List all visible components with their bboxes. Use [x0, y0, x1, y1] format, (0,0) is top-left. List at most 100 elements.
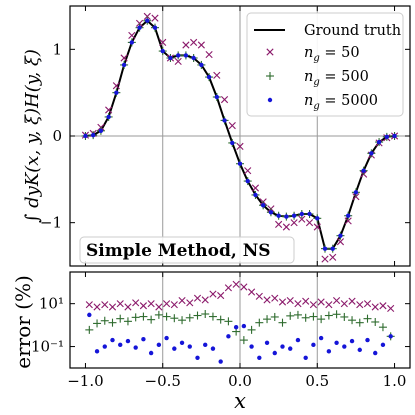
- error-point: [100, 316, 109, 325]
- error-point: [187, 344, 192, 349]
- error-point: [294, 300, 302, 308]
- error-point: [172, 346, 177, 351]
- error-point: [163, 300, 171, 308]
- data-point: [228, 122, 236, 130]
- data-point: [83, 133, 88, 139]
- error-point: [141, 337, 146, 342]
- data-point: [199, 62, 204, 68]
- bottom-ylabel: error (%): [11, 275, 35, 369]
- data-point: [183, 53, 189, 58]
- bottom-xtick-label: −1.0: [67, 372, 103, 390]
- error-point: [309, 301, 317, 309]
- error-point: [363, 314, 372, 323]
- error-point: [317, 298, 325, 306]
- annotation-text: Simple Method, NS: [86, 241, 271, 261]
- bottom-xtick-label: −0.5: [145, 372, 181, 390]
- data-point: [214, 94, 220, 100]
- error-point: [139, 312, 148, 321]
- top-series: [81, 12, 399, 263]
- legend-label-ng50: ng = 50: [304, 45, 360, 64]
- error-point: [133, 345, 138, 350]
- data-point: [384, 134, 390, 140]
- error-point: [118, 342, 123, 348]
- error-point: [156, 342, 162, 348]
- top-grid: [70, 6, 410, 266]
- error-point: [333, 296, 341, 305]
- data-point: [345, 213, 351, 218]
- data-point: [361, 168, 366, 173]
- data-point: [137, 25, 142, 30]
- error-point: [286, 311, 295, 320]
- legend-label-ng5000: ng = 5000: [304, 93, 378, 112]
- data-point: [143, 12, 151, 20]
- error-point: [93, 319, 102, 328]
- error-point: [309, 312, 318, 321]
- error-point: [210, 346, 216, 351]
- data-point: [159, 38, 167, 46]
- data-point: [121, 62, 127, 68]
- top-panel: 1 0 −1 ∫ dyK(x, y, ξ)H(y, ξ) Simple Method…: [22, 5, 411, 267]
- data-point: [230, 140, 235, 146]
- data-point: [299, 211, 305, 217]
- error-point: [87, 312, 92, 318]
- data-point: [290, 219, 298, 227]
- error-point: [263, 296, 271, 304]
- error-point: [387, 304, 395, 313]
- legend-markers: [266, 48, 274, 103]
- data-point: [291, 213, 297, 218]
- error-point: [317, 315, 326, 324]
- error-point: [94, 349, 100, 354]
- top-ytick-label: −1: [40, 214, 62, 232]
- bottom-xtick-label: 0.5: [305, 372, 329, 390]
- error-point: [139, 302, 147, 310]
- error-point: [248, 288, 256, 296]
- error-point: [270, 312, 279, 321]
- data-point: [260, 203, 266, 208]
- error-point: [154, 310, 163, 319]
- annotation-box: Simple Method, NS: [79, 236, 295, 264]
- error-series-1: [85, 309, 395, 345]
- error-point: [116, 314, 125, 323]
- legend-marker-ng500: [266, 72, 274, 80]
- data-point: [145, 18, 150, 23]
- error-point: [255, 292, 263, 300]
- error-point: [232, 280, 240, 288]
- data-point: [120, 54, 128, 62]
- data-point: [206, 74, 212, 80]
- error-point: [179, 340, 185, 345]
- error-point: [311, 342, 316, 348]
- data-point: [112, 82, 120, 90]
- error-point: [356, 301, 364, 309]
- error-point: [240, 283, 248, 291]
- error-point: [363, 300, 372, 308]
- data-point: [321, 255, 329, 263]
- error-point: [178, 296, 186, 305]
- error-point: [263, 315, 272, 324]
- error-point: [342, 344, 347, 349]
- error-point: [264, 340, 270, 345]
- data-point: [353, 190, 359, 195]
- error-point: [178, 316, 187, 325]
- data-point: [220, 96, 229, 104]
- error-point: [241, 323, 247, 329]
- error-point: [278, 318, 287, 327]
- error-point: [108, 303, 117, 311]
- top-ytick-label: 1: [52, 40, 62, 58]
- bottom-xtick-label: 1.0: [383, 372, 407, 390]
- error-point: [380, 342, 386, 348]
- data-point: [330, 246, 335, 251]
- error-point: [162, 312, 171, 321]
- error-point: [201, 309, 210, 318]
- error-point: [193, 294, 202, 302]
- error-point: [295, 337, 301, 343]
- data-point: [90, 132, 96, 138]
- data-point: [168, 55, 173, 61]
- bottom-grid: [162, 272, 318, 368]
- error-point: [239, 336, 248, 345]
- data-point: [251, 184, 260, 192]
- bottom-panel: 10¹ 10⁻¹−1.0 −0.5 0.0 0.5 1.0 error (%) x: [11, 271, 411, 413]
- error-point: [123, 317, 132, 326]
- error-point: [379, 302, 387, 310]
- error-point: [332, 310, 341, 319]
- error-point: [286, 296, 294, 305]
